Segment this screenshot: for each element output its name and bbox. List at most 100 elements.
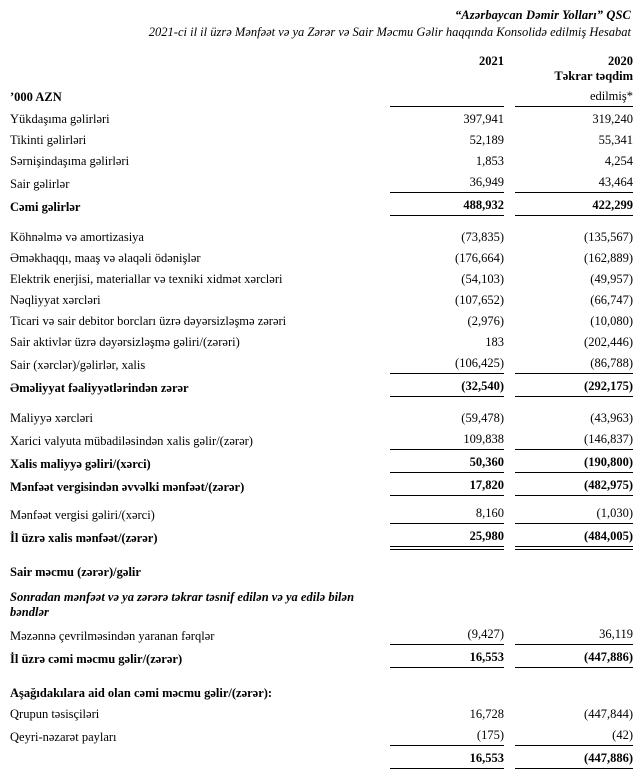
column-header-2021: 2021 bbox=[479, 54, 504, 68]
profit-before-tax-row: Mənfəət vergisindən əvvəlki mənfəət/(zər… bbox=[10, 472, 633, 496]
net-finance-row: Xalis maliyyə gəliri/(xərci) 50,360 (190… bbox=[10, 449, 633, 473]
row-value-2021: 109,838 bbox=[390, 427, 504, 450]
column-header-2020-note-2: edilmiş* bbox=[515, 84, 633, 107]
row-value-2021: (106,425) bbox=[390, 351, 504, 374]
row-value-2021: 16,553 bbox=[390, 745, 504, 769]
row-value-2021: 36,949 bbox=[390, 170, 504, 193]
row-value-2021: (9,427) bbox=[390, 622, 504, 645]
row-value-2020: (482,975) bbox=[515, 472, 633, 496]
row-label: Sair məcmu (zərər)/gəlir bbox=[10, 565, 141, 579]
row-value-2020: (447,886) bbox=[515, 745, 633, 769]
table-row: Sair (xərclər)/gəlirlər, xalis (106,425)… bbox=[10, 351, 633, 374]
row-value-2021: 16,553 bbox=[390, 644, 504, 668]
row-label: Əməliyyat fəaliyyətlərindən zərər bbox=[10, 380, 189, 395]
table-row: Mənfəət vergisi gəliri/(xərci) 8,160 (1,… bbox=[10, 501, 633, 524]
row-value-2020: (190,800) bbox=[515, 449, 633, 473]
spacer bbox=[10, 547, 633, 557]
table-row: Məzənnə çevrilməsindən yaranan fərqlər (… bbox=[10, 622, 633, 645]
row-value-2020: 422,299 bbox=[515, 192, 633, 216]
row-value-2021: (2,976) bbox=[467, 314, 504, 328]
row-value-2020: (202,446) bbox=[584, 335, 633, 349]
row-value-2020: 319,240 bbox=[592, 112, 633, 126]
total-revenue-row: Cəmi gəlirlər 488,932 422,299 bbox=[10, 192, 633, 216]
company-name: “Azərbaycan Dəmir Yolları” QSC bbox=[454, 8, 631, 22]
row-value-2021: (59,478) bbox=[461, 411, 504, 425]
row-value-2021: (32,540) bbox=[390, 373, 504, 397]
row-label: Məzənnə çevrilməsindən yaranan fərqlər bbox=[10, 628, 215, 643]
row-value-2020: (66,747) bbox=[590, 293, 633, 307]
oci-subheading-row: Sonradan mənfəət və ya zərərə təkrar təs… bbox=[10, 581, 633, 622]
row-label: Mənfəət vergisindən əvvəlki mənfəət/(zər… bbox=[10, 479, 245, 494]
table-row: Tikinti gəlirləri 52,189 55,341 bbox=[10, 128, 633, 149]
table-row: Maliyyə xərcləri (59,478) (43,963) bbox=[10, 406, 633, 427]
row-value-2020: (146,837) bbox=[515, 427, 633, 450]
column-header-2020: 2020 bbox=[608, 54, 633, 68]
row-value-2021: (175) bbox=[390, 723, 504, 746]
net-profit-row: İl üzrə xalis mənfəət/(zərər) 25,980 (48… bbox=[10, 523, 633, 550]
unit-label: ’000 AZN bbox=[10, 89, 62, 104]
row-label: Sair gəlirlər bbox=[10, 176, 70, 191]
table-row: Əməkhaqqı, maaş və əlaqəli ödənişlər (17… bbox=[10, 246, 633, 267]
table-row: Qeyri-nəzarət payları (175) (42) bbox=[10, 723, 633, 746]
table-row: Sair gəlirlər 36,949 43,464 bbox=[10, 170, 633, 193]
table-row: Nəqliyyat xərcləri (107,652) (66,747) bbox=[10, 288, 633, 309]
row-value-2021: 397,941 bbox=[463, 112, 504, 126]
row-value-2020: 43,464 bbox=[515, 170, 633, 193]
row-value-2020: (43,963) bbox=[590, 411, 633, 425]
row-value-2020: 4,254 bbox=[604, 154, 633, 168]
attribution-total-row: 16,553 (447,886) bbox=[10, 745, 633, 769]
row-value-2021: 16,728 bbox=[469, 707, 504, 721]
row-label: Yükdaşıma gəlirləri bbox=[10, 112, 110, 126]
row-label: Nəqliyyat xərcləri bbox=[10, 293, 101, 307]
row-value-2021: (176,664) bbox=[455, 251, 504, 265]
row-label: Ticari və sair debitor borcları üzrə dəy… bbox=[10, 314, 287, 328]
row-label: Elektrik enerjisi, materiallar və texnik… bbox=[10, 272, 283, 286]
oci-section-heading-row: Sair məcmu (zərər)/gəlir bbox=[10, 556, 633, 581]
table-row: Sair aktivlər üzrə dəyərsizləşmə gəliri/… bbox=[10, 330, 633, 351]
row-value-2020: (484,005) bbox=[515, 523, 633, 550]
row-label: Maliyyə xərcləri bbox=[10, 411, 93, 425]
row-value-2020: (447,886) bbox=[515, 644, 633, 668]
row-label: Aşağıdakılara aid olan cəmi məcmu gəlir/… bbox=[10, 686, 273, 700]
row-value-2020: (49,957) bbox=[590, 272, 633, 286]
row-value-2020: (292,175) bbox=[515, 373, 633, 397]
table-row: Köhnəlmə və amortizasiya (73,835) (135,5… bbox=[10, 225, 633, 246]
row-label: Sair aktivlər üzrə dəyərsizləşmə gəliri/… bbox=[10, 335, 240, 349]
row-value-2021: (73,835) bbox=[461, 230, 504, 244]
row-value-2021: 8,160 bbox=[390, 501, 504, 524]
spacer bbox=[10, 668, 633, 678]
row-label: İl üzrə xalis mənfəət/(zərər) bbox=[10, 530, 158, 545]
row-value-2020: (10,080) bbox=[590, 314, 633, 328]
row-label: Mənfəət vergisi gəliri/(xərci) bbox=[10, 507, 155, 522]
column-header-2020-note-1: Təkrar təqdim bbox=[554, 69, 633, 83]
row-label: Qeyri-nəzarət payları bbox=[10, 729, 117, 744]
row-label: Cəmi gəlirlər bbox=[10, 199, 81, 214]
document-header: “Azərbaycan Dəmir Yolları” QSC 2021-ci i… bbox=[0, 0, 633, 40]
row-value-2020: (42) bbox=[515, 723, 633, 746]
row-value-2020: 36,119 bbox=[515, 622, 633, 645]
row-label: Xalis maliyyə gəliri/(xərci) bbox=[10, 456, 151, 471]
row-label bbox=[10, 746, 382, 769]
row-label: Qrupun təsisçiləri bbox=[10, 707, 100, 721]
column-header-row: 2021 2020 bbox=[10, 40, 633, 69]
row-label: Tikinti gəlirləri bbox=[10, 133, 87, 147]
row-label: Sərnişindaşıma gəlirləri bbox=[10, 154, 130, 168]
row-value-2020: (135,567) bbox=[584, 230, 633, 244]
table-row: Yükdaşıma gəlirləri 397,941 319,240 bbox=[10, 107, 633, 129]
column-header-note-row-1: Təkrar təqdim bbox=[10, 69, 633, 84]
table-row: Sərnişindaşıma gəlirləri 1,853 4,254 bbox=[10, 149, 633, 170]
row-label: Köhnəlmə və amortizasiya bbox=[10, 230, 144, 244]
row-value-2020: 55,341 bbox=[598, 133, 633, 147]
spacer bbox=[10, 397, 633, 407]
row-value-2020: (162,889) bbox=[584, 251, 633, 265]
row-label: İl üzrə cəmi məcmu gəlir/(zərər) bbox=[10, 651, 183, 666]
row-value-2021: 25,980 bbox=[390, 523, 504, 550]
spacer bbox=[10, 216, 633, 226]
row-value-2021: 183 bbox=[485, 335, 504, 349]
row-label: Xarici valyuta mübadiləsindən xalis gəli… bbox=[10, 433, 253, 448]
row-label: Əməkhaqqı, maaş və əlaqəli ödənişlər bbox=[10, 251, 201, 265]
income-statement-table: 2021 2020 Təkrar təqdim ’000 AZN edilmiş… bbox=[10, 40, 633, 769]
row-value-2021: 488,932 bbox=[390, 192, 504, 216]
row-value-2021: 50,360 bbox=[390, 449, 504, 473]
